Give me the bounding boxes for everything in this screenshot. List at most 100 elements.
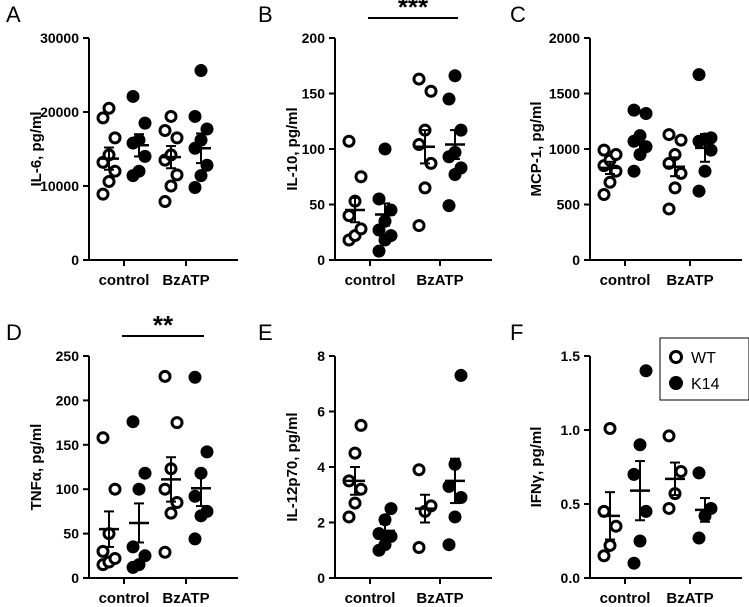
legend: WT K14: [660, 338, 749, 400]
data-point-wt: [414, 542, 424, 552]
y-tick-label: 150: [302, 86, 326, 102]
data-point-wt: [160, 197, 170, 207]
panel-d: D TNFα, pg/ml 0 50 100 150 200 250 control BzATP *…: [6, 310, 238, 607]
data-point-wt: [160, 547, 170, 557]
data-point-wt: [605, 424, 615, 434]
data-point-wt: [664, 431, 674, 441]
data-point-wt: [160, 371, 170, 381]
y-tick-label: 0.0: [561, 570, 581, 586]
data-point-wt: [98, 189, 108, 199]
y-tick-label: 1.5: [561, 348, 581, 364]
y-tick-label: 2: [317, 515, 325, 531]
panel-c: CMCP-1, pg/ml0500100015002000control BzAT…: [510, 2, 742, 289]
data-point-k14: [189, 490, 202, 503]
data-point-wt: [110, 553, 120, 563]
data-point-wt: [160, 484, 170, 494]
data-point-wt: [664, 130, 674, 140]
category-label: BzATP: [162, 272, 209, 289]
data-point-wt: [676, 466, 686, 476]
data-point-wt: [426, 86, 436, 96]
y-axis-title: IFNγ, pg/ml: [528, 427, 545, 508]
data-point-wt: [605, 540, 615, 550]
y-tick-label: 0: [71, 570, 79, 586]
data-point-wt: [420, 183, 430, 193]
data-point-k14: [640, 107, 653, 120]
data-point-wt: [356, 420, 366, 430]
data-point-wt: [98, 113, 108, 123]
data-point-k14: [640, 505, 653, 518]
data-point-wt: [160, 126, 170, 136]
data-point-k14: [449, 510, 462, 523]
y-tick-label: 200: [56, 392, 80, 408]
data-point-wt: [344, 136, 354, 146]
data-point-wt: [676, 135, 686, 145]
data-point-k14: [693, 466, 706, 479]
data-point-k14: [628, 557, 641, 570]
significance-label: ***: [398, 0, 429, 22]
data-point-k14: [139, 117, 152, 130]
data-point-wt: [414, 221, 424, 231]
y-tick-label: 0.5: [561, 496, 581, 512]
data-point-k14: [443, 93, 456, 106]
data-point-wt: [98, 433, 108, 443]
data-point-k14: [699, 165, 712, 178]
y-tick-label: 2000: [549, 30, 580, 46]
y-tick-label: 10000: [40, 178, 79, 194]
data-point-k14: [133, 165, 146, 178]
data-point-wt: [166, 181, 176, 191]
significance-label: **: [153, 310, 174, 340]
y-tick-label: 50: [63, 526, 79, 542]
data-point-k14: [455, 491, 468, 504]
data-point-k14: [443, 538, 456, 551]
data-point-wt: [414, 465, 424, 475]
category-label: BzATP: [162, 590, 209, 607]
data-point-wt: [611, 150, 621, 160]
y-tick-label: 100: [56, 481, 80, 497]
data-point-wt: [664, 503, 674, 513]
y-tick-label: 1500: [549, 86, 580, 102]
y-axis-title: MCP-1, pg/ml: [528, 101, 545, 196]
category-label: control: [600, 272, 651, 289]
data-point-k14: [640, 364, 653, 377]
panel-e: E IL-12p70, pg/ml 0 2 4 6 8 control BzATP: [258, 320, 492, 607]
y-axis-title: TNFα, pg/ml: [28, 424, 45, 511]
panel-letter: F: [510, 320, 523, 345]
y-tick-label: 150: [56, 437, 80, 453]
data-point-k14: [133, 483, 146, 496]
data-point-k14: [693, 185, 706, 198]
data-point-wt: [110, 133, 120, 143]
data-point-k14: [189, 532, 202, 545]
data-point-k14: [455, 161, 468, 174]
data-point-k14: [195, 64, 208, 77]
legend-wt-marker: [671, 352, 682, 363]
panel-letter: B: [258, 2, 273, 27]
figure: WT K14 AIL-6, pg/ml0100002000030000contr…: [0, 0, 749, 607]
data-point-k14: [634, 535, 647, 548]
y-axis-title: IL-12p70, pg/ml: [284, 412, 301, 521]
data-point-k14: [705, 502, 718, 515]
data-point-wt: [172, 170, 182, 180]
y-tick-label: 1.0: [561, 422, 581, 438]
data-point-wt: [110, 166, 120, 176]
y-tick-label: 0: [572, 252, 580, 268]
data-point-k14: [628, 165, 641, 178]
data-point-wt: [611, 521, 621, 531]
data-point-k14: [201, 159, 214, 172]
data-point-k14: [189, 181, 202, 194]
y-tick-label: 0: [71, 252, 79, 268]
data-point-wt: [599, 551, 609, 561]
data-point-wt: [670, 183, 680, 193]
y-tick-label: 4: [317, 459, 325, 475]
category-label: BzATP: [416, 272, 463, 289]
data-point-wt: [599, 190, 609, 200]
data-point-k14: [449, 69, 462, 82]
y-tick-label: 0: [317, 252, 325, 268]
category-label: control: [99, 272, 150, 289]
legend-wt-label: WT: [691, 350, 716, 367]
y-tick-label: 20000: [40, 104, 79, 120]
data-point-k14: [385, 229, 398, 242]
panel-a: A IL-6, pg/ml 0 10000 20000 30000 control BzATP: [6, 2, 238, 289]
data-point-k14: [693, 68, 706, 81]
data-point-k14: [201, 445, 214, 458]
data-point-k14: [139, 549, 152, 562]
